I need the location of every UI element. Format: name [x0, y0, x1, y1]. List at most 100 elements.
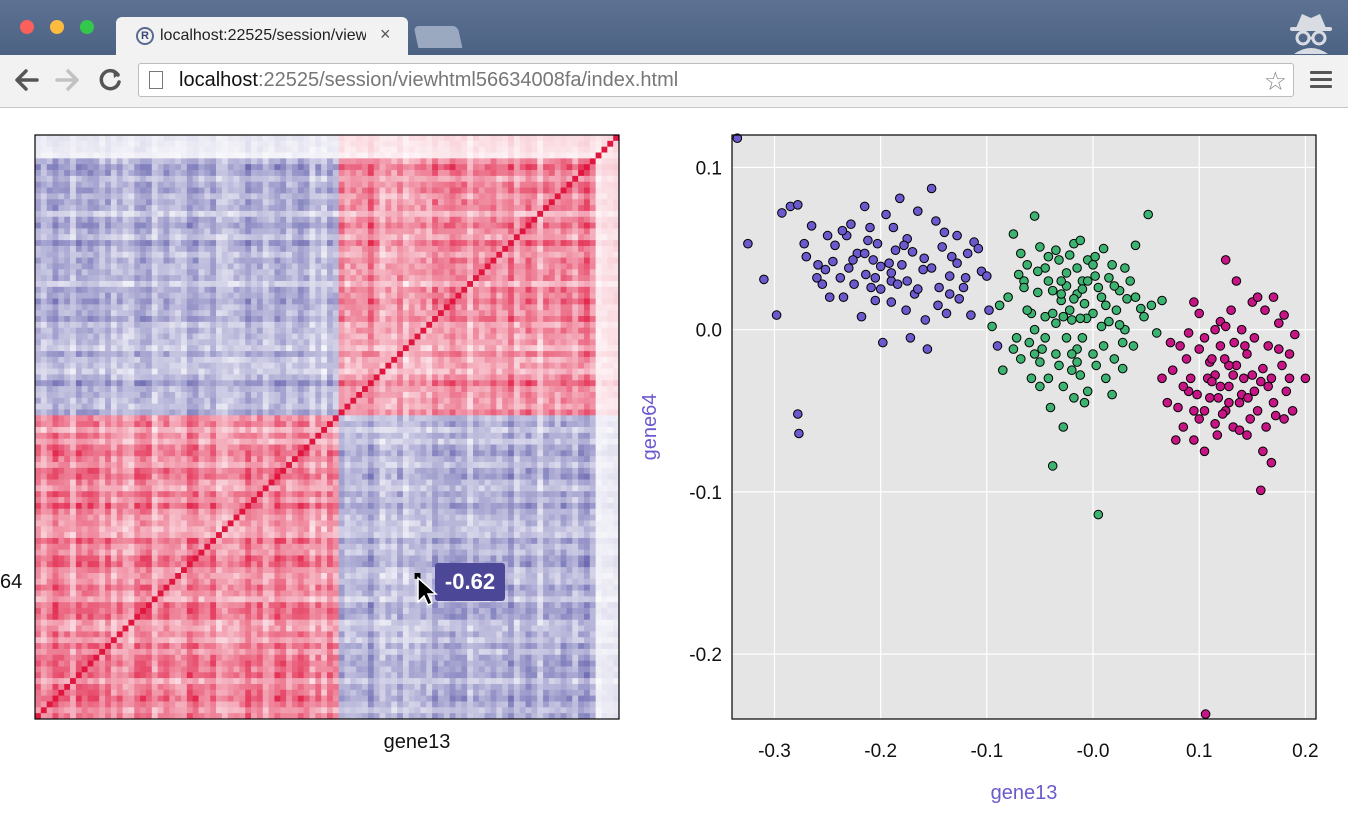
heatmap-cell[interactable]	[64, 210, 71, 218]
heatmap-cell[interactable]	[613, 146, 620, 153]
heatmap-cell[interactable]	[537, 327, 544, 334]
heatmap-cell[interactable]	[87, 240, 94, 247]
heatmap-cell[interactable]	[163, 234, 170, 241]
heatmap-cell[interactable]	[338, 234, 345, 241]
heatmap-cell[interactable]	[321, 380, 328, 387]
heatmap-cell[interactable]	[157, 281, 164, 288]
heatmap-cell[interactable]	[186, 251, 194, 259]
heatmap-cell[interactable]	[601, 368, 608, 375]
heatmap-cell[interactable]	[548, 245, 556, 253]
heatmap-cell[interactable]	[543, 415, 550, 422]
heatmap-cell[interactable]	[525, 158, 532, 165]
heatmap-cell[interactable]	[613, 263, 620, 270]
heatmap-cell[interactable]	[484, 275, 491, 282]
heatmap-cell[interactable]	[163, 286, 170, 294]
heatmap-cell[interactable]	[35, 368, 42, 375]
heatmap-cell[interactable]	[344, 339, 351, 346]
heatmap-cell[interactable]	[35, 292, 42, 299]
heatmap-cell[interactable]	[408, 409, 415, 416]
heatmap-cell[interactable]	[140, 210, 147, 218]
heatmap-cell[interactable]	[280, 193, 287, 200]
heatmap-cell[interactable]	[87, 321, 94, 329]
heatmap-cell[interactable]	[274, 351, 281, 358]
heatmap-cell[interactable]	[473, 205, 480, 212]
heatmap-cell[interactable]	[496, 362, 503, 369]
heatmap-cell[interactable]	[93, 380, 100, 387]
heatmap-cell[interactable]	[572, 240, 579, 247]
heatmap-cell[interactable]	[601, 263, 608, 270]
heatmap-cell[interactable]	[157, 140, 164, 148]
heatmap-cell[interactable]	[251, 228, 258, 235]
heatmap-cell[interactable]	[548, 286, 556, 294]
heatmap-cell[interactable]	[46, 409, 53, 416]
heatmap-cell[interactable]	[595, 403, 602, 410]
heatmap-cell[interactable]	[181, 269, 188, 276]
heatmap-cell[interactable]	[157, 187, 164, 194]
heatmap-cell[interactable]	[46, 304, 53, 311]
heatmap-cell[interactable]	[151, 222, 159, 229]
heatmap-cell[interactable]	[291, 292, 299, 299]
heatmap-cell[interactable]	[291, 286, 299, 294]
heatmap-cell[interactable]	[198, 152, 205, 159]
heatmap-cell[interactable]	[373, 386, 380, 393]
heatmap-cell[interactable]	[432, 158, 439, 165]
heatmap-cell[interactable]	[99, 339, 106, 346]
heatmap-cell[interactable]	[286, 251, 293, 259]
heatmap-cell[interactable]	[204, 362, 211, 369]
heatmap-cell[interactable]	[332, 257, 340, 264]
heatmap-cell[interactable]	[227, 409, 234, 416]
heatmap-cell[interactable]	[251, 175, 258, 183]
heatmap-cell[interactable]	[543, 339, 550, 346]
heatmap-cell[interactable]	[432, 345, 439, 352]
heatmap-cell[interactable]	[467, 228, 474, 235]
heatmap-cell[interactable]	[519, 257, 526, 264]
heatmap-cell[interactable]	[280, 216, 287, 223]
heatmap-cell[interactable]	[52, 374, 59, 381]
heatmap-cell[interactable]	[543, 351, 550, 358]
heatmap-cell[interactable]	[426, 368, 433, 375]
heatmap-cell[interactable]	[443, 321, 451, 329]
heatmap-cell[interactable]	[64, 304, 71, 311]
heatmap-cell[interactable]	[449, 368, 456, 375]
heatmap-cell[interactable]	[134, 327, 141, 334]
heatmap-cell[interactable]	[75, 403, 83, 410]
heatmap-cell[interactable]	[256, 205, 264, 212]
heatmap-cell[interactable]	[186, 175, 194, 183]
heatmap-cell[interactable]	[122, 216, 129, 223]
heatmap-cell[interactable]	[110, 216, 118, 223]
heatmap-cell[interactable]	[140, 304, 147, 311]
heatmap-cell[interactable]	[309, 275, 316, 282]
heatmap-cell[interactable]	[87, 170, 94, 177]
heatmap-cell[interactable]	[537, 263, 544, 270]
heatmap-cell[interactable]	[251, 362, 258, 369]
heatmap-cell[interactable]	[268, 403, 275, 410]
heatmap-cell[interactable]	[566, 316, 573, 323]
heatmap-cell[interactable]	[286, 327, 293, 334]
heatmap-cell[interactable]	[531, 386, 538, 393]
heatmap-cell[interactable]	[192, 362, 199, 369]
heatmap-cell[interactable]	[367, 240, 375, 247]
heatmap-cell[interactable]	[461, 257, 468, 264]
heatmap-cell[interactable]	[221, 298, 229, 305]
heatmap-cell[interactable]	[443, 292, 451, 299]
heatmap-cell[interactable]	[455, 135, 462, 142]
heatmap-cell[interactable]	[449, 146, 456, 153]
heatmap-cell[interactable]	[46, 205, 53, 212]
heatmap-cell[interactable]	[251, 152, 258, 159]
heatmap-cell[interactable]	[251, 245, 258, 253]
heatmap-cell[interactable]	[338, 181, 345, 188]
heatmap-cell[interactable]	[338, 222, 345, 229]
heatmap-cell[interactable]	[496, 397, 503, 405]
heatmap-cell[interactable]	[519, 275, 526, 282]
heatmap-cell[interactable]	[40, 205, 48, 212]
heatmap-cell[interactable]	[105, 421, 112, 428]
heatmap-cell[interactable]	[408, 222, 415, 229]
heatmap-cell[interactable]	[134, 251, 141, 259]
heatmap-cell[interactable]	[192, 351, 199, 358]
heatmap-cell[interactable]	[297, 380, 305, 387]
heatmap-cell[interactable]	[70, 158, 77, 165]
heatmap-cell[interactable]	[548, 380, 556, 387]
heatmap-cell[interactable]	[99, 240, 106, 247]
heatmap-cell[interactable]	[537, 205, 544, 212]
heatmap-cell[interactable]	[157, 205, 164, 212]
